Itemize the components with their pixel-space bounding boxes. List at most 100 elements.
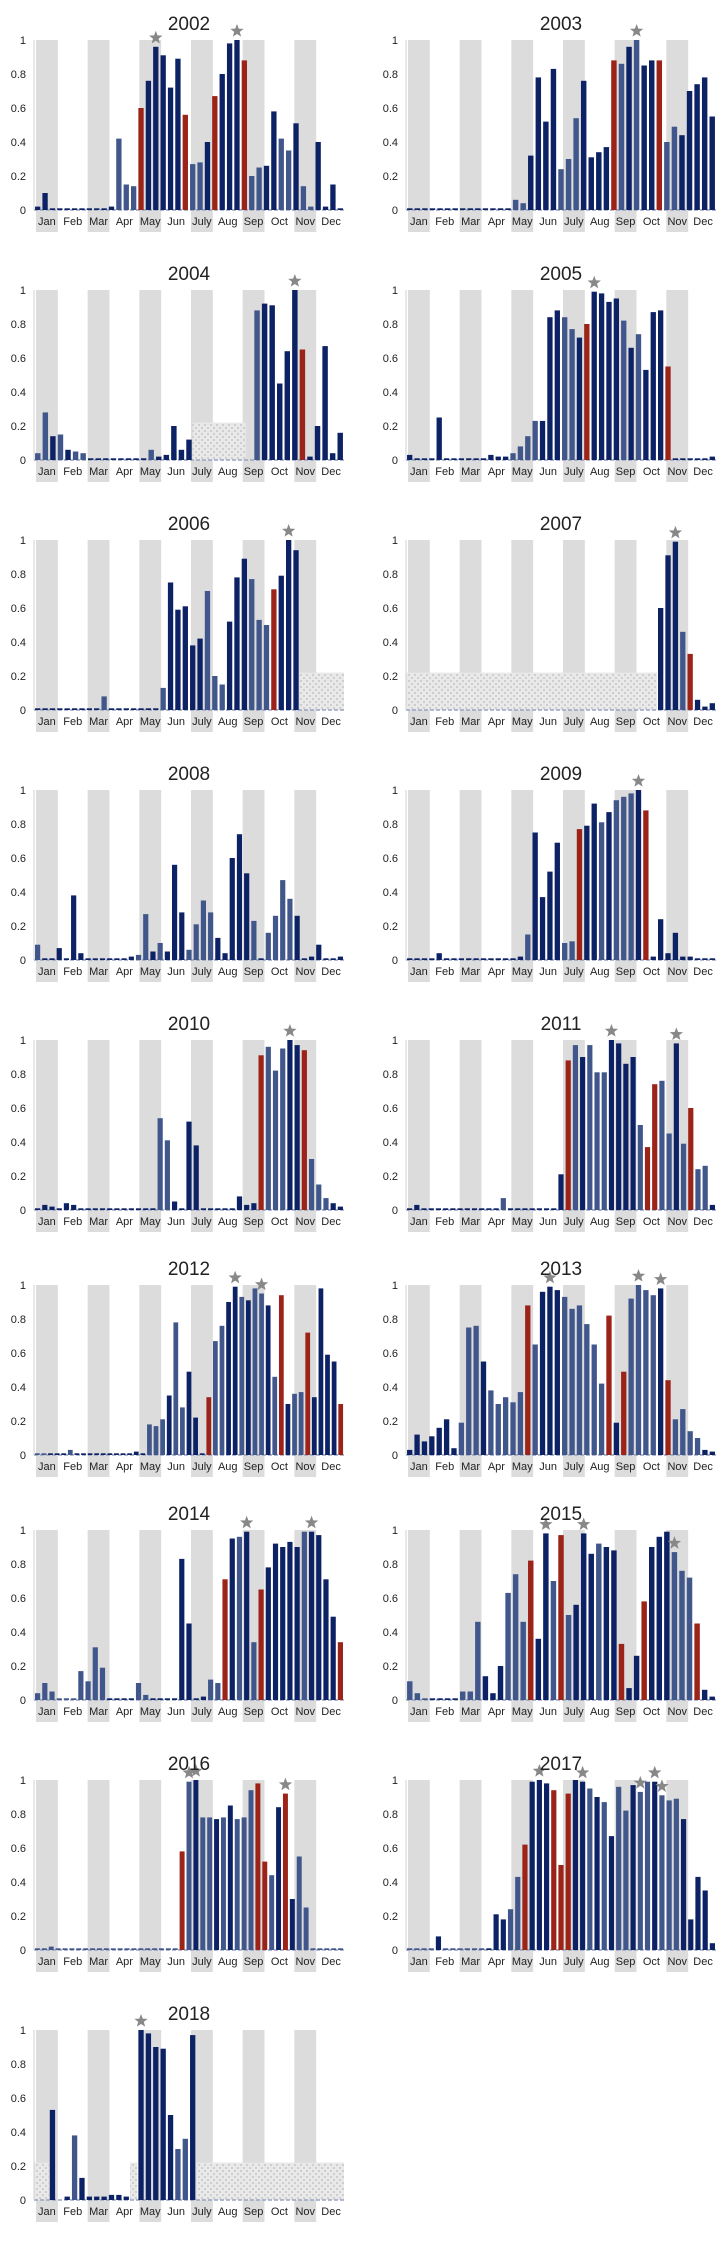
y-tick-label: 1	[392, 1775, 398, 1787]
bar	[61, 1453, 67, 1455]
bar	[78, 1671, 84, 1700]
bar	[686, 91, 693, 210]
bar	[550, 68, 557, 211]
bar	[94, 208, 100, 210]
bar	[294, 1045, 300, 1210]
bar	[466, 1327, 472, 1455]
y-tick-label: 1	[392, 1525, 398, 1537]
bar	[601, 1802, 607, 1950]
bar	[709, 116, 715, 210]
peak-star-icon	[668, 525, 683, 539]
y-tick-label: 0.6	[11, 853, 26, 865]
bar	[536, 1208, 542, 1210]
chart-panel-2013: 0 0.2 0.4 0.6 0.8 1 Jan Feb Mar Apr May Jun July Aug S…	[383, 1259, 716, 1477]
y-tick-label: 0.4	[383, 1877, 398, 1889]
y-tick-label: 0	[392, 955, 398, 967]
month-label: July	[192, 2206, 212, 2218]
bar	[414, 208, 421, 210]
month-label: Jan	[410, 1706, 428, 1718]
bar	[672, 932, 679, 960]
chart-panel-2008: 0 0.2 0.4 0.6 0.8 1 Jan Feb Mar Apr May Jun July Aug S…	[11, 764, 344, 982]
bar	[436, 953, 442, 960]
month-label: Apr	[116, 1216, 133, 1228]
month-label: Jan	[38, 216, 56, 228]
bar	[285, 540, 292, 710]
bar	[148, 449, 154, 460]
month-shade	[408, 290, 430, 482]
bar	[54, 1453, 60, 1455]
bar	[505, 1592, 511, 1700]
bar	[421, 958, 428, 960]
bar	[292, 290, 298, 460]
bar	[429, 1436, 435, 1455]
month-shade	[87, 40, 110, 232]
bar	[414, 1693, 421, 1700]
bar	[265, 1046, 271, 1210]
bar	[337, 432, 343, 460]
month-label: Jan	[38, 466, 56, 478]
bar	[459, 208, 466, 210]
bar	[680, 631, 686, 710]
bar	[164, 951, 170, 960]
month-shade	[36, 1040, 58, 1232]
bar	[488, 958, 494, 960]
bar	[594, 1072, 600, 1210]
bar	[613, 1422, 620, 1455]
month-shade	[36, 790, 58, 982]
y-tick-label: 0	[20, 705, 26, 717]
bar	[236, 1196, 243, 1210]
bar	[41, 1948, 47, 1950]
bar	[414, 1948, 420, 1950]
bar	[621, 320, 627, 460]
bar	[443, 1419, 450, 1455]
bar	[558, 1865, 564, 1950]
month-label: Apr	[488, 716, 505, 728]
bar	[213, 1341, 218, 1455]
bar	[193, 1145, 199, 1210]
month-shade	[87, 1285, 110, 1477]
peak-star-icon	[288, 274, 302, 287]
no-data-region	[406, 672, 657, 710]
bar	[145, 80, 152, 210]
bar	[123, 708, 129, 710]
month-label: Oct	[643, 1706, 660, 1718]
bar	[633, 40, 640, 210]
month-label: Aug	[218, 966, 238, 978]
bar	[259, 1293, 264, 1455]
bar	[688, 1919, 694, 1950]
month-label: Feb	[435, 1956, 454, 1968]
bar	[488, 454, 494, 460]
month-label: Mar	[461, 1216, 480, 1228]
bar	[565, 1615, 572, 1700]
bar	[299, 349, 306, 460]
bar	[325, 1354, 330, 1455]
bar	[293, 550, 299, 710]
bar	[272, 1543, 279, 1700]
month-label: Nov	[295, 966, 315, 978]
bar	[92, 1208, 98, 1210]
y-tick-label: 0.8	[11, 1314, 26, 1326]
bar	[143, 1694, 149, 1700]
month-label: July	[564, 1216, 584, 1228]
bar	[214, 1819, 220, 1950]
peak-star-icon	[240, 1515, 254, 1529]
bar	[80, 453, 86, 460]
y-tick-label: 0.8	[383, 319, 398, 331]
bar	[637, 1125, 643, 1210]
bar	[226, 621, 233, 710]
bar	[158, 1948, 164, 1950]
bar	[315, 142, 321, 210]
bar	[123, 184, 129, 210]
month-label: July	[192, 966, 212, 978]
bar	[558, 1535, 564, 1700]
bar	[525, 436, 531, 460]
peak-star-icon	[149, 30, 163, 44]
month-label: Sep	[244, 2206, 264, 2218]
month-label: Dec	[693, 1216, 713, 1228]
bar	[287, 898, 293, 960]
no-data-region	[299, 672, 344, 710]
bar	[687, 653, 693, 710]
bar	[436, 1427, 442, 1455]
y-tick-label: 0.2	[383, 1661, 398, 1673]
bar	[48, 1946, 54, 1950]
